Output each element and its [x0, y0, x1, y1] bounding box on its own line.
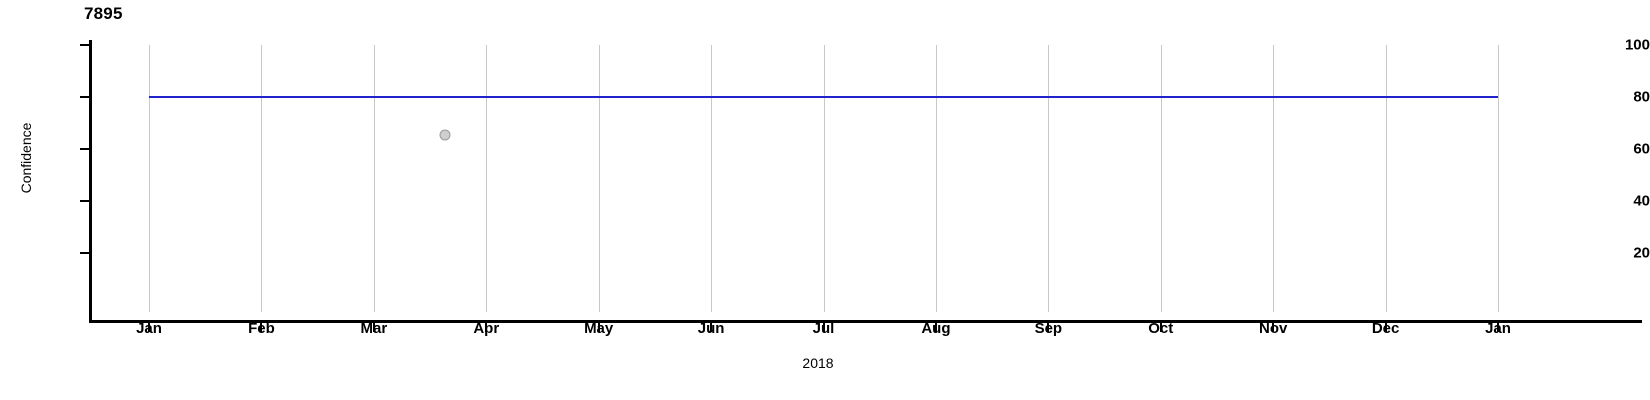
y-tick-mark [80, 96, 89, 98]
grid-line [373, 45, 375, 312]
x-tick-label: Feb [248, 320, 275, 337]
y-tick-label: 80 [1633, 88, 1650, 106]
grid-line [486, 45, 488, 312]
x-tick-mark [934, 323, 937, 332]
y-axis-line [89, 40, 92, 323]
y-tick-mark [80, 252, 89, 254]
x-tick-mark [260, 323, 263, 332]
y-axis-title: Confidence [18, 122, 34, 194]
grid-line [598, 45, 600, 312]
y-tick-mark [80, 44, 89, 46]
y-tick-mark [80, 148, 89, 150]
x-tick-label: May [584, 320, 614, 337]
x-tick-label: Jan [1485, 320, 1511, 337]
grid-line [1498, 45, 1499, 312]
y-tick-label: 100 [1624, 36, 1650, 54]
y-tick-mark [80, 200, 89, 202]
x-tick-label: Jun [697, 320, 725, 337]
grid-line [261, 45, 263, 312]
x-tick-label: Aug [921, 320, 951, 337]
grid-line [1048, 45, 1050, 312]
x-tick-label: Nov [1258, 320, 1288, 337]
x-tick-mark [1272, 323, 1275, 332]
y-tick-label: 40 [1633, 192, 1650, 210]
y-tick-label: 60 [1633, 140, 1650, 158]
grid-line [1385, 45, 1387, 312]
x-tick-label: Sep [1034, 320, 1063, 337]
grid-line [1273, 45, 1275, 312]
x-tick-mark [597, 323, 600, 332]
x-tick-label: Apr [473, 320, 500, 337]
x-tick-mark [1497, 323, 1499, 332]
grid-line [1160, 45, 1162, 312]
x-tick-mark [485, 323, 488, 332]
grid-line [935, 45, 937, 312]
x-tick-label: Jul [812, 320, 835, 337]
data-point[interactable] [439, 129, 451, 141]
grid-line [711, 45, 713, 312]
x-axis-title: 2018 [802, 355, 834, 371]
x-tick-label: Jan [136, 320, 162, 337]
x-tick-label: Dec [1371, 320, 1400, 337]
x-tick-mark [1384, 323, 1387, 332]
x-tick-label: Oct [1148, 320, 1174, 337]
x-tick-mark [148, 323, 150, 332]
y-tick-label: 20 [1633, 244, 1650, 262]
x-tick-mark [1047, 323, 1050, 332]
grid-line [823, 45, 825, 312]
x-tick-mark [710, 323, 713, 332]
threshold-line [149, 96, 1498, 98]
chart-title: 7895 [84, 4, 123, 23]
x-tick-mark [372, 323, 375, 332]
x-tick-mark [1159, 323, 1162, 332]
x-axis-line [89, 320, 1642, 323]
x-tick-mark [822, 323, 825, 332]
x-tick-label: Mar [360, 320, 388, 337]
grid-line [149, 45, 150, 312]
